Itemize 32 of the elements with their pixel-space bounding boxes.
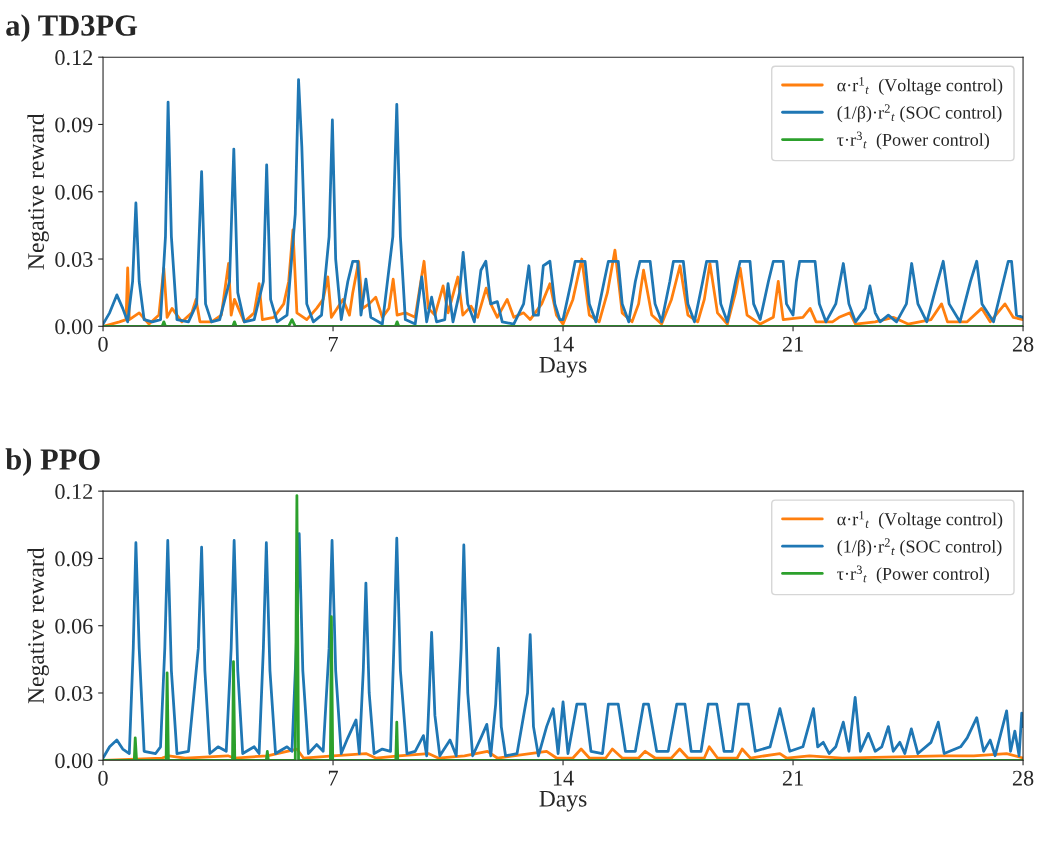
legend-label: (1/β)·r$^{2}$$_{t}$ (SOC control) bbox=[837, 538, 1002, 557]
x-tick-label: 28 bbox=[1012, 770, 1034, 786]
y-tick-label: 0.09 bbox=[55, 117, 93, 133]
x-tick-label: 28 bbox=[1012, 336, 1034, 352]
x-tick-label: 14 bbox=[553, 770, 574, 786]
x-tick-label: 21 bbox=[782, 770, 803, 786]
chart-title: a) TD3PG bbox=[6, 14, 138, 43]
y-tick-label: 0.12 bbox=[55, 484, 93, 500]
x-tick-label: 14 bbox=[553, 336, 574, 352]
legend-label: τ·r$^{3}$$_{t}$ (Power control) bbox=[837, 565, 989, 584]
y-tick-label: 0.03 bbox=[55, 685, 93, 702]
x-axis-title: Days bbox=[539, 357, 587, 378]
y-tick-label: 0.03 bbox=[55, 251, 93, 268]
y-axis-title: Negative reward bbox=[27, 547, 49, 704]
chart-title: b) PPO bbox=[5, 448, 100, 477]
x-tick-label: 0 bbox=[98, 336, 108, 352]
x-tick-label: 7 bbox=[328, 770, 338, 786]
y-tick-label: 0.00 bbox=[55, 319, 93, 335]
legend-label: α·r$^{1}$$_{t}$ (Voltage control) bbox=[837, 77, 1003, 96]
x-tick-label: 7 bbox=[328, 336, 338, 352]
y-tick-label: 0.00 bbox=[55, 753, 93, 769]
y-tick-label: 0.09 bbox=[55, 551, 93, 567]
legend-label: τ·r$^{3}$$_{t}$ (Power control) bbox=[837, 131, 989, 150]
y-axis-title: Negative reward bbox=[27, 113, 49, 270]
x-axis-title: Days bbox=[539, 790, 587, 812]
y-tick-label: 0.06 bbox=[55, 184, 93, 200]
y-tick-label: 0.12 bbox=[55, 50, 93, 66]
legend-label: α·r$^{1}$$_{t}$ (Voltage control) bbox=[837, 511, 1003, 530]
y-tick-label: 0.06 bbox=[55, 618, 93, 634]
legend-label: (1/β)·r$^{2}$$_{t}$ (SOC control) bbox=[837, 104, 1002, 123]
x-tick-label: 21 bbox=[782, 336, 803, 352]
x-tick-label: 0 bbox=[98, 770, 108, 786]
